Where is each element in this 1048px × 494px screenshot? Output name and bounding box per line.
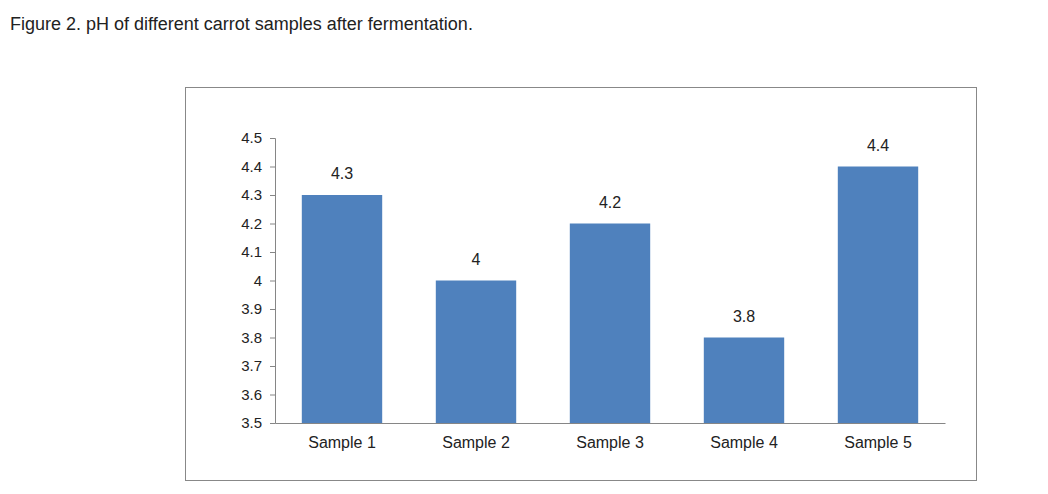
bar — [704, 338, 784, 424]
y-tick-mark — [270, 195, 275, 196]
data-label: 4.3 — [331, 165, 353, 182]
y-tick-label: 3.5 — [241, 414, 262, 431]
x-axis: Sample 1 Sample 2 Sample 3 Sample 4 Sample 5 — [276, 423, 946, 451]
data-label: 3.8 — [733, 308, 755, 325]
data-label: 4 — [472, 251, 481, 268]
y-tick: 4.5 — [241, 129, 275, 146]
y-tick: 3.5 — [241, 414, 275, 431]
y-tick-mark — [270, 167, 275, 168]
y-tick: 3.7 — [241, 357, 275, 374]
chart-frame — [186, 88, 977, 481]
data-label: 4.4 — [867, 137, 889, 154]
y-tick: 4 — [254, 272, 275, 289]
y-tick: 4.1 — [241, 243, 275, 260]
y-tick: 3.9 — [241, 300, 275, 317]
y-tick-label: 3.9 — [241, 300, 262, 317]
y-tick-label: 4.1 — [241, 243, 262, 260]
x-tick-label: Sample 3 — [576, 434, 644, 451]
y-tick-label: 3.8 — [241, 329, 262, 346]
y-tick-mark — [270, 138, 275, 139]
y-tick: 3.8 — [241, 329, 275, 346]
x-tick: Sample 5 — [844, 423, 912, 451]
x-tick-label: Sample 4 — [710, 434, 778, 451]
title: Figure 2. pH of different carrot samples… — [10, 14, 473, 34]
y-tick-mark — [270, 252, 275, 253]
y-tick-mark — [270, 395, 275, 396]
y-axis-line — [270, 139, 276, 424]
y-tick-mark — [270, 366, 275, 367]
y-axis: 3.5 3.6 3.7 3.8 3.9 4 4.1 4.2 4.3 4.4 4.5 — [241, 129, 275, 431]
data-labels: 4.3 4 4.2 3.8 4.4 — [331, 137, 889, 325]
y-tick-mark — [270, 309, 275, 310]
chart: Figure 2. pH of different carrot samples… — [0, 0, 1048, 494]
y-tick-label: 3.6 — [241, 386, 262, 403]
x-tick: Sample 1 — [308, 423, 376, 451]
y-tick: 4.2 — [241, 215, 275, 232]
x-axis-line — [276, 423, 946, 424]
y-tick-label: 4.3 — [241, 186, 262, 203]
x-tick-label: Sample 1 — [308, 434, 376, 451]
bar — [838, 167, 918, 424]
bar — [436, 281, 516, 424]
bar — [302, 195, 382, 423]
y-tick-label: 4.5 — [241, 129, 262, 146]
x-tick: Sample 4 — [710, 423, 778, 451]
y-tick: 4.4 — [241, 158, 275, 175]
y-tick-mark — [270, 224, 275, 225]
y-tick-label: 4.4 — [241, 158, 262, 175]
bars — [302, 167, 918, 424]
x-tick-label: Sample 2 — [442, 434, 510, 451]
y-tick-label: 4 — [254, 272, 262, 289]
x-tick-label: Sample 5 — [844, 434, 912, 451]
y-tick-label: 3.7 — [241, 357, 262, 374]
y-tick-label: 4.2 — [241, 215, 262, 232]
y-tick-mark — [270, 338, 275, 339]
y-tick-mark — [270, 423, 275, 424]
x-tick: Sample 2 — [442, 423, 510, 451]
y-tick-mark — [270, 281, 275, 282]
data-label: 4.2 — [599, 194, 621, 211]
x-tick: Sample 3 — [576, 423, 644, 451]
y-tick: 3.6 — [241, 386, 275, 403]
y-tick: 4.3 — [241, 186, 275, 203]
bar — [570, 224, 650, 424]
